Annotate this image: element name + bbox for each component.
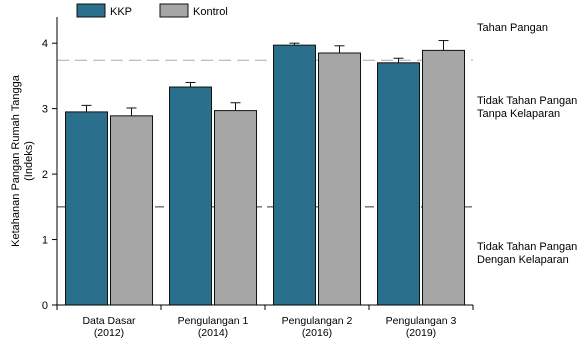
bar-kontrol-2 <box>318 52 361 306</box>
bar-kkp-3 <box>377 62 420 306</box>
bar-kontrol-1 <box>214 110 257 306</box>
category-label: Pengulangan 2 (2016) <box>282 315 353 339</box>
y-tick-label: 0 <box>42 300 48 312</box>
zone-label: Tidak Tahan Pangan Tanpa Kelaparan <box>477 95 577 120</box>
category-label: Pengulangan 3 (2019) <box>386 315 457 339</box>
y-tick-label: 3 <box>42 104 48 116</box>
bar-kkp-2 <box>273 44 316 306</box>
legend: KKP Kontrol <box>76 3 228 18</box>
y-tick-label: 4 <box>42 38 48 50</box>
legend-label-kontrol: Kontrol <box>193 6 228 18</box>
y-tick-label: 1 <box>42 235 48 247</box>
category-label: Data Dasar (2012) <box>82 315 136 339</box>
zone-label: Tahan Pangan <box>477 22 548 34</box>
y-axis-label: Ketahanan Pangan Rumah Tangga(Indeks) <box>10 74 35 247</box>
bar-kkp-1 <box>169 86 212 306</box>
zone-labels: Tahan Pangan Tidak Tahan Pangan Tanpa Kela… <box>477 22 577 266</box>
y-tick-label: 2 <box>42 169 48 181</box>
zone-label: Tidak Tahan Pangan Dengan Kelaparan <box>477 241 577 266</box>
category-label: Pengulangan 1 (2014) <box>178 315 249 339</box>
plot-area: Data Dasar (2012) Pengulangan 1 (2014) Pengu… <box>42 17 474 339</box>
bar-kontrol-3 <box>422 49 465 306</box>
legend-swatch-kkp <box>76 3 106 18</box>
bar-kkp-0 <box>65 111 108 306</box>
bar-kontrol-0 <box>110 115 153 306</box>
legend-label-kkp: KKP <box>110 6 132 18</box>
legend-swatch-kontrol <box>159 3 189 18</box>
